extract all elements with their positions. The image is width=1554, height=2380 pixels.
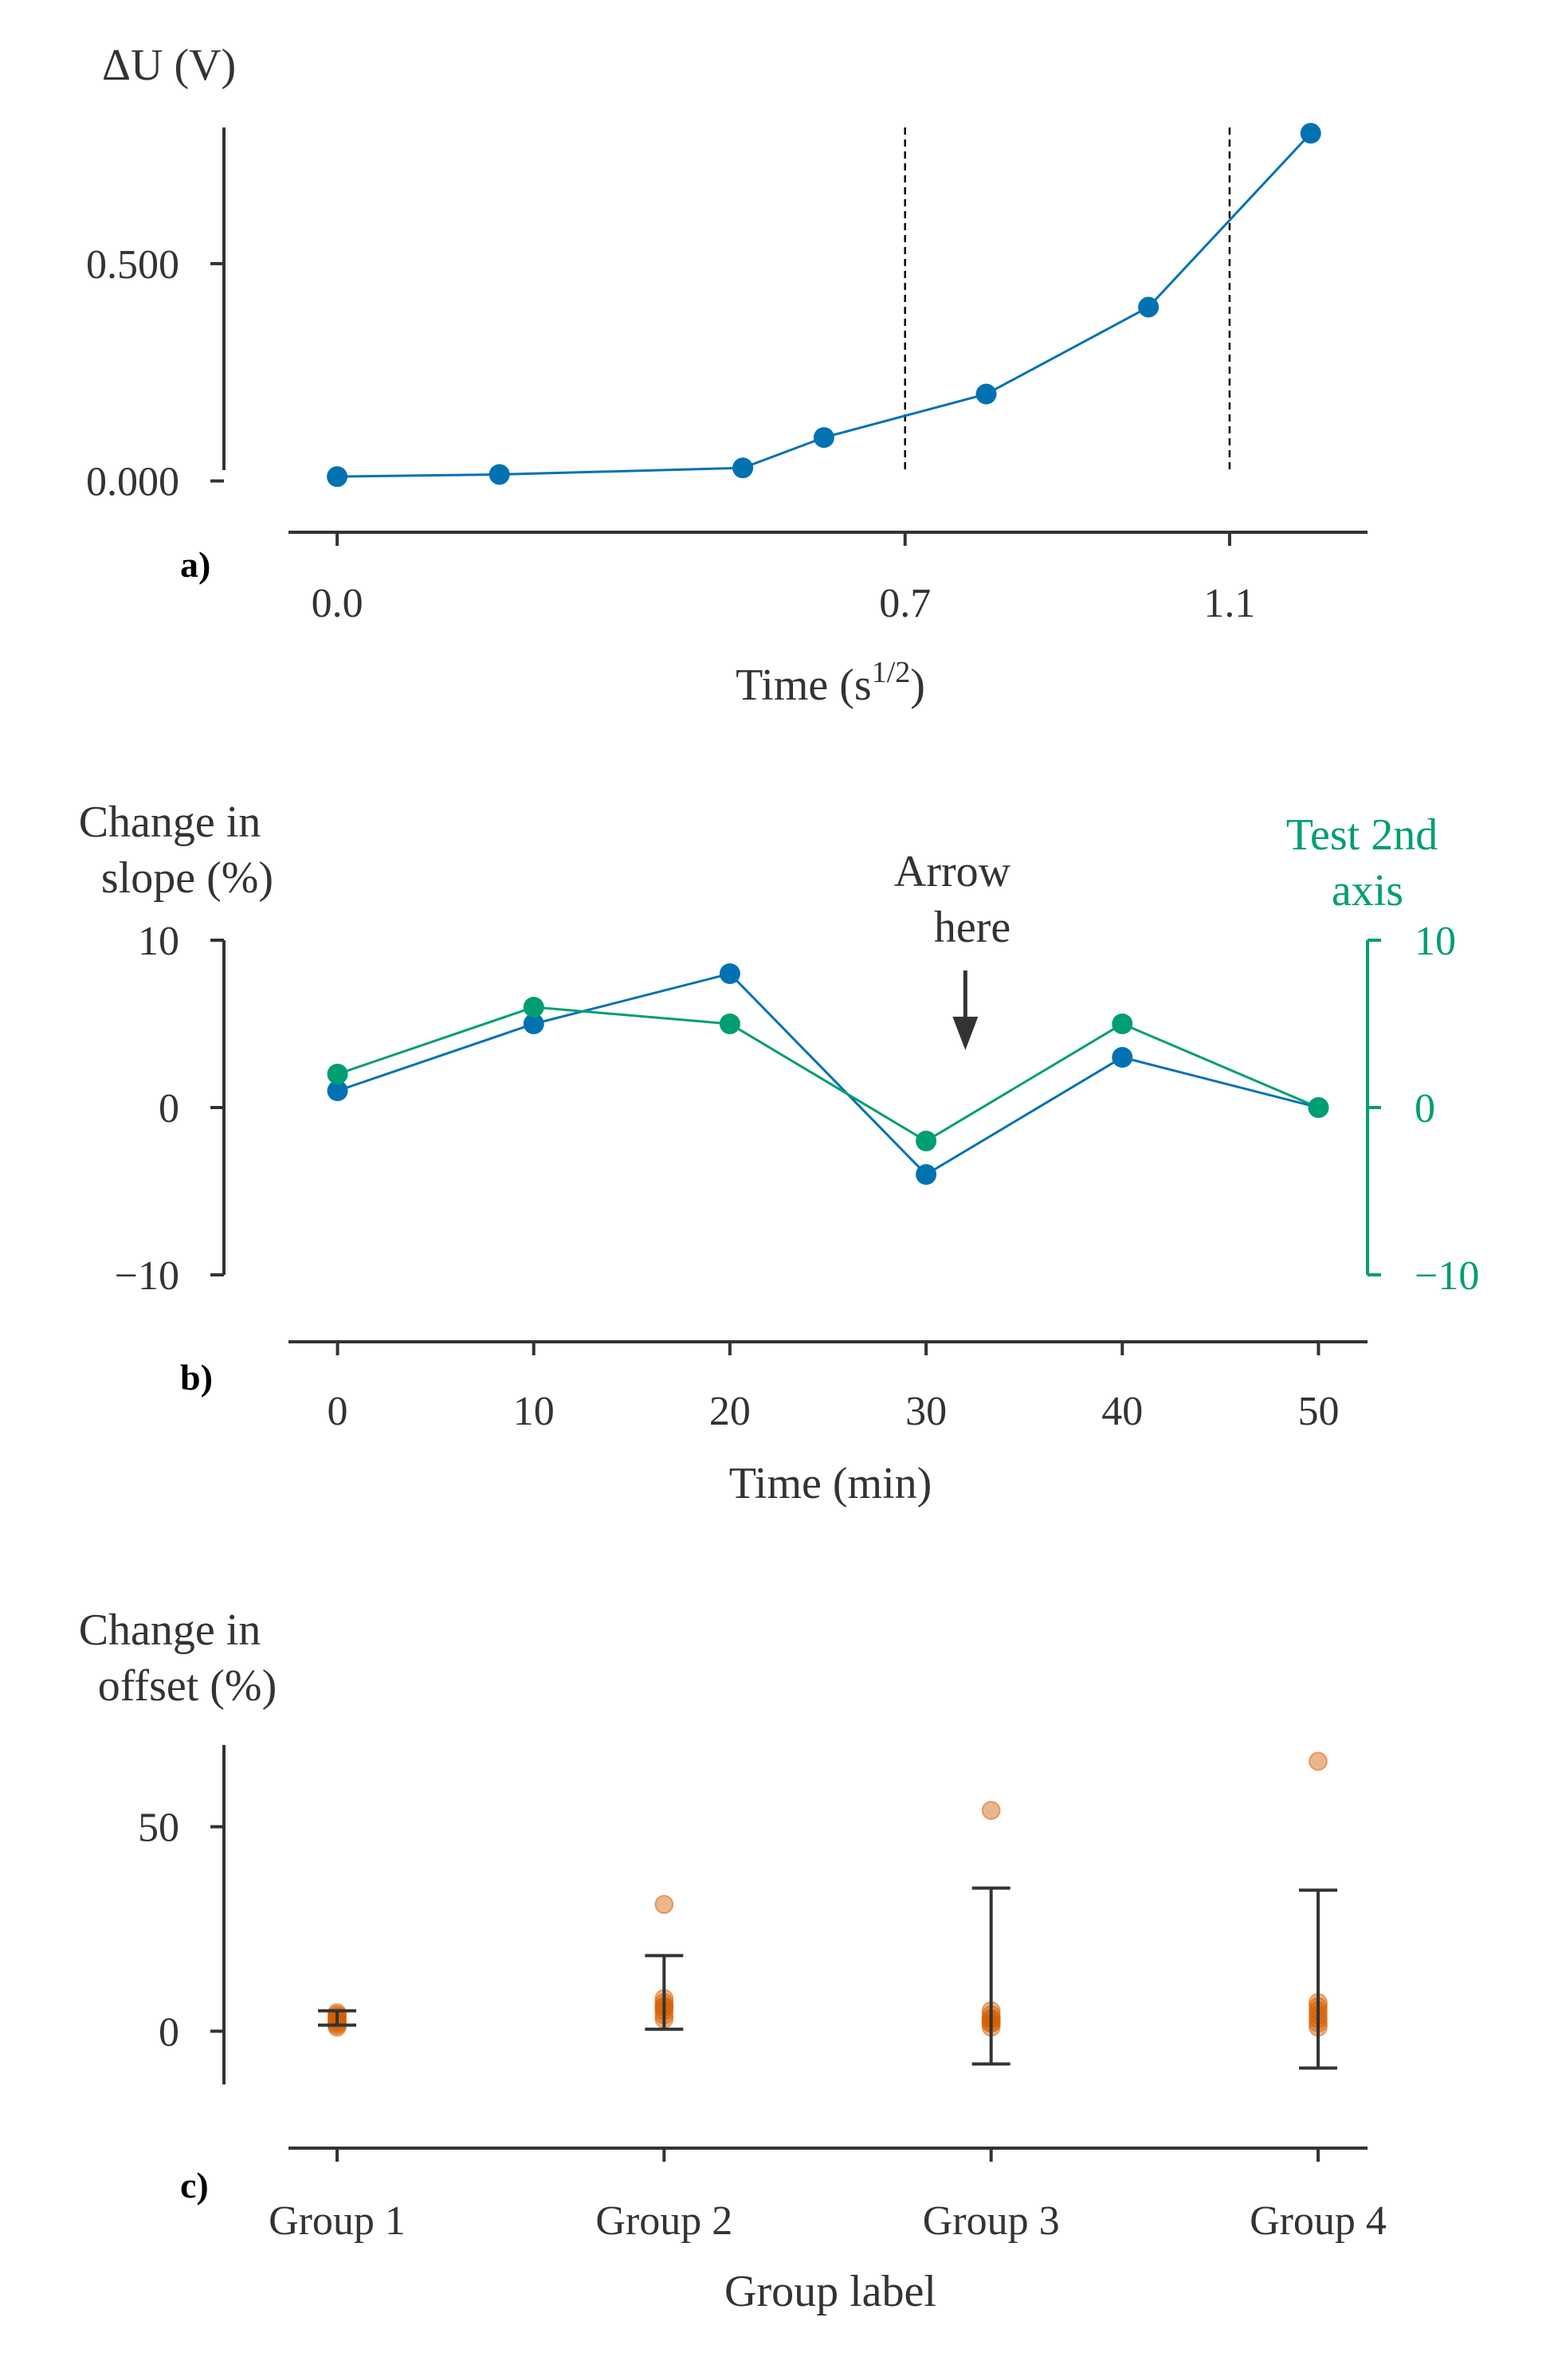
panel-a-y-tick-label: 0.500 (86, 242, 179, 288)
panel-a-data-point (732, 457, 754, 479)
panel-b-data-point (916, 1131, 937, 1151)
panel-b-ylabel: Change in slope (%) (79, 798, 273, 903)
panel-b-ylabel2: Test 2nd axis (1286, 810, 1450, 916)
panel-b-x-tick-label: 10 (513, 1389, 555, 1434)
panel-b-ylabel-line-1: Change in (79, 798, 261, 847)
panel-b-data-point (719, 963, 740, 984)
panel-a-reference-lines (904, 127, 1231, 470)
panel-b-annotation-line-2: here (934, 903, 1010, 952)
panel-a: ΔU (V) 0.000 0.500 0.0 0.7 1.1 a) Time (s1/… (86, 41, 1368, 710)
panel-b-x-tick-label: 40 (1101, 1389, 1143, 1434)
panel-a-series-line (337, 132, 1312, 478)
panel-b-tag: b) (180, 1357, 213, 1398)
panel-a-x-tick-label: 1.1 (1203, 581, 1255, 626)
panel-b-y2-tick-label: −10 (1415, 1253, 1479, 1299)
panel-a-x-ticks: 0.0 0.7 1.1 (312, 532, 1255, 626)
panel-b-data-point (719, 1014, 740, 1034)
panel-b-x-tick-label: 0 (328, 1389, 348, 1434)
panel-c-ylabel-line-1: Change in (79, 1606, 261, 1655)
panel-a-data-point (1138, 296, 1160, 318)
panel-b-ylabel2-line-1: Test 2nd (1286, 810, 1438, 860)
panel-b: Change in slope (%) Test 2nd axis −10 0 10… (79, 798, 1480, 1508)
panel-a-data-point (327, 466, 348, 488)
panel-b-annotation: Arrow here (894, 847, 1022, 952)
panel-c-xlabel: Group label (724, 2267, 936, 2316)
panel-b-y-tick-label: 10 (138, 919, 179, 964)
panel-b-y-tick-label: 0 (159, 1086, 179, 1131)
panel-c-points (328, 1751, 1328, 2037)
panel-b-arrow-head (952, 1017, 979, 1050)
panel-b-annotation-arrow (952, 970, 979, 1050)
panel-b-series-line (337, 1006, 1320, 1143)
panel-b-annotation-line-1: Arrow (894, 847, 1011, 896)
panel-a-x-tick-label: 0.0 (312, 581, 363, 626)
panel-a-data-point (1300, 123, 1321, 144)
panel-b-data-point (523, 1014, 544, 1034)
panel-c-y-ticks: 0 50 (138, 1806, 224, 2055)
panel-c-x-tick-label: Group 4 (1250, 2198, 1387, 2244)
panel-b-ylabel-line-2: slope (%) (101, 853, 273, 903)
panel-b-x-tick-label: 50 (1297, 1389, 1339, 1434)
panel-a-y-ticks: 0.000 0.500 (86, 242, 224, 505)
panel-b-ylabel2-line-2: axis (1332, 866, 1403, 916)
panel-b-x-ticks: 0 10 20 30 40 50 (328, 1342, 1339, 1434)
panel-b-data-point (1112, 1014, 1133, 1034)
panel-c-tag: c) (180, 2165, 209, 2206)
panel-c-error-bars (318, 1886, 1337, 2070)
panel-a-xlabel: Time (s1/2) (736, 656, 925, 710)
panel-b-y2-tick-label: 10 (1415, 919, 1456, 964)
panel-c-x-tick-label: Group 3 (923, 2198, 1060, 2244)
panel-a-data-point (975, 383, 997, 405)
panel-b-data-point (523, 997, 544, 1017)
panel-b-x-tick-label: 30 (905, 1389, 947, 1434)
panel-a-x-tick-label: 0.7 (879, 581, 931, 626)
panel-a-series (327, 123, 1321, 488)
panel-a-xlabel-main: Time (s (736, 661, 872, 710)
panel-b-y-ticks: −10 0 10 (115, 919, 224, 1299)
panel-a-ylabel: ΔU (V) (102, 41, 236, 90)
panel-b-data-point (327, 1064, 348, 1084)
panel-a-xlabel-sup: 1/2 (872, 656, 911, 689)
panel-c-x-tick-label: Group 1 (269, 2198, 406, 2244)
panel-b-data-point (1308, 1097, 1329, 1118)
panel-c-x-ticks: Group 1 Group 2 Group 3 Group 4 (269, 2148, 1387, 2244)
panel-c-ylabel: Change in offset (%) (79, 1606, 277, 1711)
panel-b-y-tick-label: −10 (115, 1253, 179, 1299)
panel-b-series (327, 963, 1329, 1185)
panel-c-data-point (654, 1895, 674, 1915)
panel-a-y-tick-label: 0.000 (86, 460, 179, 505)
panel-b-data-point (1112, 1047, 1133, 1068)
panel-b-xlabel: Time (min) (729, 1459, 932, 1508)
panel-c-data-point (1309, 1751, 1328, 1771)
panel-b-series-line (337, 972, 1319, 1176)
panel-b-x-tick-label: 20 (709, 1389, 751, 1434)
panel-a-data-point (813, 427, 834, 449)
panel-a-tag: a) (180, 544, 210, 585)
panel-a-data-point (489, 464, 510, 485)
panel-c-y-tick-label: 0 (159, 2009, 179, 2055)
panel-b-y2-ticks: −10 0 10 (1368, 919, 1479, 1299)
panel-c-x-tick-label: Group 2 (595, 2198, 732, 2244)
panel-a-xlabel-end: ) (910, 661, 925, 710)
panel-c-ylabel-line-2: offset (%) (98, 1661, 277, 1711)
panel-c-y-tick-label: 50 (138, 1806, 179, 1851)
panel-b-data-point (916, 1164, 937, 1185)
panel-b-data-point (327, 1080, 348, 1101)
panel-b-y2-tick-label: 0 (1415, 1086, 1435, 1131)
panel-c-data-point (981, 1801, 1001, 1821)
